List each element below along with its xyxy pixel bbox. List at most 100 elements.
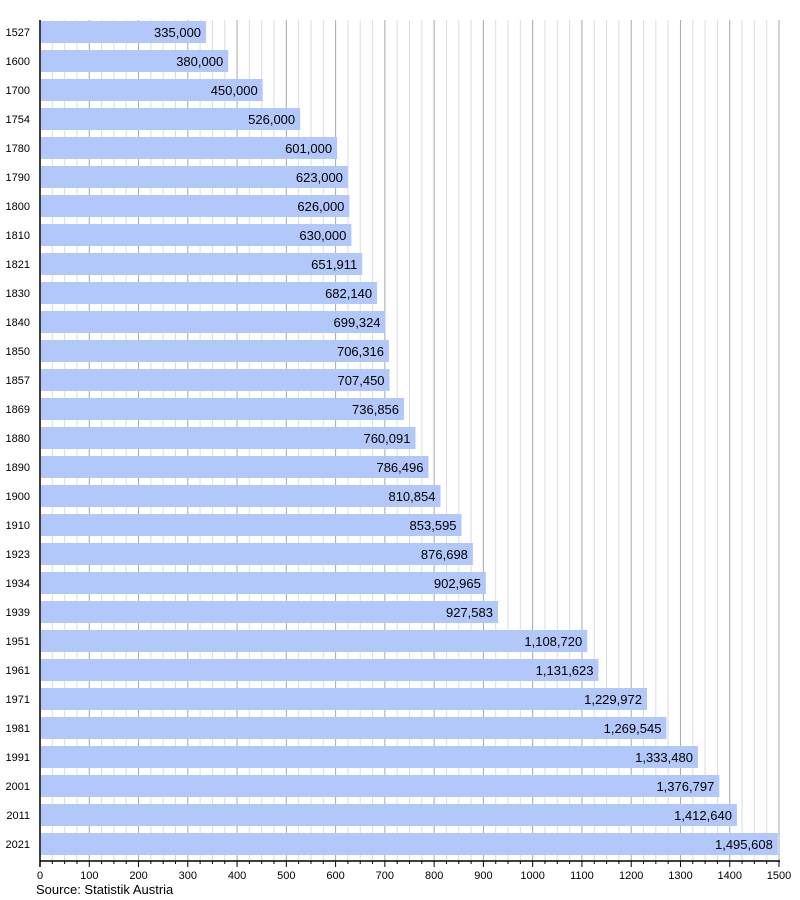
bar xyxy=(41,398,405,420)
x-tick-label: 500 xyxy=(277,870,295,882)
value-label: 380,000 xyxy=(176,54,223,69)
value-label: 1,495,608 xyxy=(715,837,773,852)
bar xyxy=(41,79,263,101)
y-tick-label: 1971 xyxy=(6,694,30,706)
y-tick-label: 1754 xyxy=(6,114,30,126)
bar xyxy=(41,427,416,449)
y-tick-label: 1961 xyxy=(6,665,30,677)
value-label: 623,000 xyxy=(296,170,343,185)
value-label: 876,698 xyxy=(421,547,468,562)
bar xyxy=(41,572,486,594)
bar xyxy=(41,224,352,246)
y-tick-label: 1857 xyxy=(6,375,30,387)
source-note: Source: Statistik Austria xyxy=(36,882,174,897)
bar xyxy=(41,137,338,159)
y-tick-label: 1869 xyxy=(6,404,30,416)
y-tick-label: 1981 xyxy=(6,723,30,735)
bar xyxy=(41,601,498,623)
value-label: 1,229,972 xyxy=(584,692,642,707)
value-label: 853,595 xyxy=(410,518,457,533)
x-tick-label: 100 xyxy=(80,870,98,882)
y-tick-label: 1830 xyxy=(6,288,30,300)
x-tick-label: 1000 xyxy=(520,870,544,882)
value-label: 927,583 xyxy=(446,605,493,620)
bar xyxy=(41,514,462,536)
bar xyxy=(41,775,720,797)
y-tick-label: 1890 xyxy=(6,462,30,474)
value-label: 786,496 xyxy=(376,460,423,475)
y-tick-label: 1527 xyxy=(6,27,30,39)
x-tick-label: 1400 xyxy=(717,870,741,882)
bar xyxy=(41,804,737,826)
y-tick-label: 2001 xyxy=(6,781,30,793)
value-label: 699,324 xyxy=(334,315,381,330)
y-tick-label: 1900 xyxy=(6,491,30,503)
value-label: 682,140 xyxy=(325,286,372,301)
bar xyxy=(41,630,588,652)
value-label: 630,000 xyxy=(299,228,346,243)
y-tick-label: 1600 xyxy=(6,56,30,68)
x-tick-label: 0 xyxy=(37,870,43,882)
bar xyxy=(41,311,386,333)
y-tick-label: 1880 xyxy=(6,433,30,445)
bar xyxy=(41,282,378,304)
value-label: 706,316 xyxy=(337,344,384,359)
y-tick-label: 1910 xyxy=(6,520,30,532)
x-tick-label: 1100 xyxy=(570,870,594,882)
y-tick-label: 1700 xyxy=(6,85,30,97)
bar xyxy=(41,746,698,768)
value-label: 1,412,640 xyxy=(674,808,732,823)
value-label: 626,000 xyxy=(297,199,344,214)
bar xyxy=(41,195,350,217)
y-tick-label: 1923 xyxy=(6,549,30,561)
y-tick-label: 1780 xyxy=(6,143,30,155)
bar xyxy=(41,833,778,855)
value-label: 335,000 xyxy=(154,25,201,40)
y-tick-label: 1840 xyxy=(6,317,30,329)
value-label: 760,091 xyxy=(363,431,410,446)
value-label: 810,854 xyxy=(388,489,435,504)
value-label: 902,965 xyxy=(434,576,481,591)
bar xyxy=(41,166,348,188)
y-tick-label: 1790 xyxy=(6,172,30,184)
x-tick-label: 700 xyxy=(376,870,394,882)
value-label: 1,376,797 xyxy=(656,779,714,794)
y-tick-label: 1850 xyxy=(6,346,30,358)
bar xyxy=(41,485,441,507)
bar xyxy=(41,21,207,43)
y-tick-label: 1800 xyxy=(6,201,30,213)
bar xyxy=(41,456,429,478)
bar xyxy=(41,108,301,130)
x-tick-label: 800 xyxy=(425,870,443,882)
value-label: 1,269,545 xyxy=(604,721,662,736)
y-tick-label: 2011 xyxy=(6,810,30,822)
y-tick-label: 1934 xyxy=(6,578,30,590)
bar xyxy=(41,253,363,275)
value-label: 450,000 xyxy=(211,83,258,98)
y-tick-label: 1810 xyxy=(6,230,30,242)
bar xyxy=(41,688,647,710)
x-tick-label: 400 xyxy=(228,870,246,882)
y-tick-label: 1991 xyxy=(6,752,30,764)
bar xyxy=(41,659,599,681)
value-label: 707,450 xyxy=(338,373,385,388)
value-label: 601,000 xyxy=(285,141,332,156)
x-tick-label: 600 xyxy=(326,870,344,882)
y-tick-label: 2021 xyxy=(6,839,30,851)
x-tick-label: 1300 xyxy=(668,870,692,882)
x-tick-label: 1500 xyxy=(767,870,791,882)
bar xyxy=(41,369,390,391)
value-label: 1,131,623 xyxy=(536,663,594,678)
x-tick-label: 1200 xyxy=(619,870,643,882)
bar xyxy=(41,340,389,362)
bar xyxy=(41,543,473,565)
y-tick-label: 1821 xyxy=(6,259,30,271)
y-tick-label: 1951 xyxy=(6,636,30,648)
x-tick-label: 900 xyxy=(474,870,492,882)
value-label: 1,333,480 xyxy=(635,750,693,765)
value-label: 651,911 xyxy=(311,257,357,272)
bar xyxy=(41,717,667,739)
value-label: 736,856 xyxy=(352,402,399,417)
x-tick-label: 200 xyxy=(129,870,147,882)
